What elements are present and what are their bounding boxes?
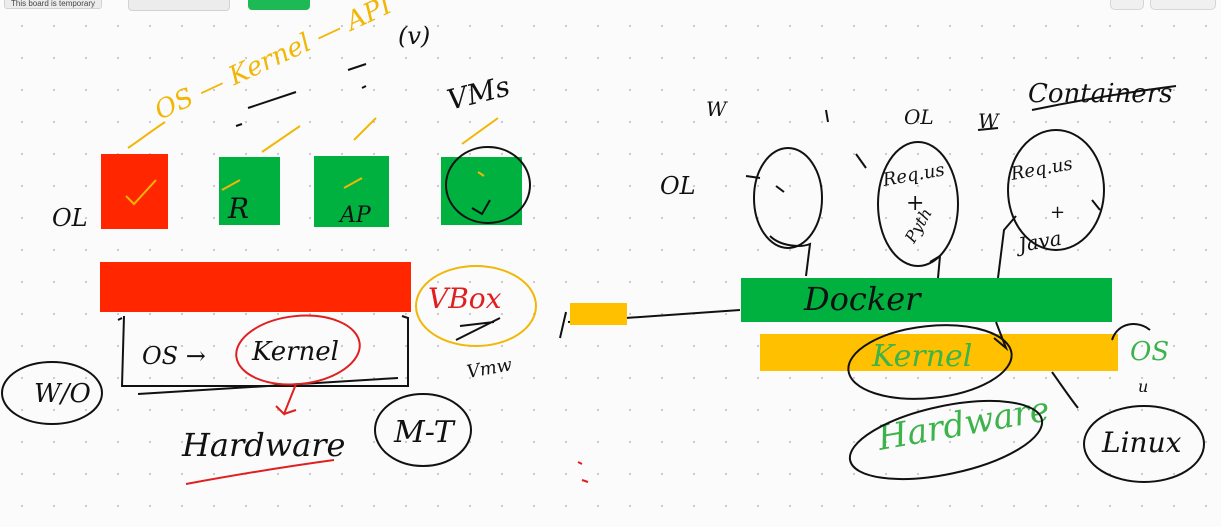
wo-label: W/O [34,379,91,409]
right-top-mark-w2: W [978,109,1000,133]
left-kernel-label: Kernel [251,337,339,367]
hardware-ink-circle [848,399,1044,481]
yellow-stroke [127,121,166,149]
right-os-label: OS [1130,337,1169,367]
container-bubble-java [1007,129,1105,251]
ink-stroke [977,127,999,131]
ink-stroke [769,235,812,277]
ink-stroke [1051,371,1079,409]
os-box-red[interactable] [101,154,168,229]
share-button[interactable] [248,0,310,10]
linux-circle [1083,405,1205,483]
bracket-box [120,315,409,387]
vmw-label: Vmw [465,354,514,383]
yellow-stroke [261,125,301,153]
left-hardware-label: Hardware [181,426,345,464]
vms-label: VMs [444,69,513,116]
toolbar-account-button[interactable] [1150,0,1216,10]
ink-stroke [775,185,785,193]
right-top-mark-w1: W [706,97,728,121]
ink-stroke [137,377,399,395]
checkmark-icon [471,199,491,216]
docker-bar-green[interactable] [741,278,1112,322]
hypervisor-bar-red[interactable] [100,262,411,312]
kernel-red-circle [235,314,361,386]
checkmark-icon [125,179,157,206]
ink-stroke [455,317,501,341]
containers-label: Containers [1028,79,1172,109]
ink-stroke [235,123,243,127]
linux-label: Linux [1101,426,1182,459]
ink-stroke [361,85,367,89]
ink-stroke [247,91,297,109]
yellow-stroke [477,171,485,177]
containers-underline [1031,85,1177,111]
ink-stroke [825,109,829,123]
ink-stroke [929,254,942,279]
red-underline [185,459,335,485]
red-stroke [577,461,589,483]
right-os-sub-mark: u [1138,377,1148,396]
arrow-icon [993,321,1009,352]
wo-circle [1,361,103,425]
right-os-side-label: OL [660,172,696,200]
toolbar-menu-pill[interactable] [128,0,230,11]
right-top-mark-ol: OL [904,105,934,129]
toolbar-icon-button[interactable] [1110,0,1144,10]
board-status-badge: This board is temporary [4,0,103,9]
vbox-label: VBox [428,282,502,315]
small-amber-box[interactable] [570,303,627,325]
os-kernel-api-annotation: OS — Kernel — API [150,0,397,126]
yellow-stroke [221,179,241,191]
ink-circle [445,146,531,224]
ink-stroke [347,63,367,71]
arrow-down-icon [275,383,297,416]
vbox-circle [415,265,537,347]
bubble-python-line-1: Req.us [880,159,946,191]
api-box-green[interactable] [314,156,389,227]
container-bubble-empty [753,147,823,249]
r-box-label: R [227,192,249,225]
ink-stroke [1111,323,1151,341]
right-kernel-label: Kernel [871,339,972,374]
api-version-mark: (v) [398,22,430,50]
kernel-bar-amber[interactable] [760,334,1118,371]
yellow-stroke [343,177,363,189]
r-box-green[interactable] [219,157,280,225]
mt-label: M-T [393,415,456,450]
kernel-ink-circle [847,324,1013,400]
yellow-stroke [353,117,377,141]
os-arrow-label: OS → [142,342,206,370]
docker-label: Docker [803,280,922,318]
bubble-java-line-2: + [1050,202,1065,223]
ink-stroke [855,153,867,169]
yellow-stroke [461,117,499,145]
ink-stroke [117,317,123,321]
api-box-label: AP [338,203,372,228]
bubble-java-line-1: Req.us [1008,153,1074,185]
container-bubble-python [877,141,959,267]
bubble-python-line-2: + [906,191,924,216]
left-os-side-label: OL [52,204,88,232]
mt-circle [374,393,472,467]
right-hardware-label: Hardware [874,389,1053,459]
ink-stroke [997,215,1017,279]
ink-stroke [1091,199,1101,211]
